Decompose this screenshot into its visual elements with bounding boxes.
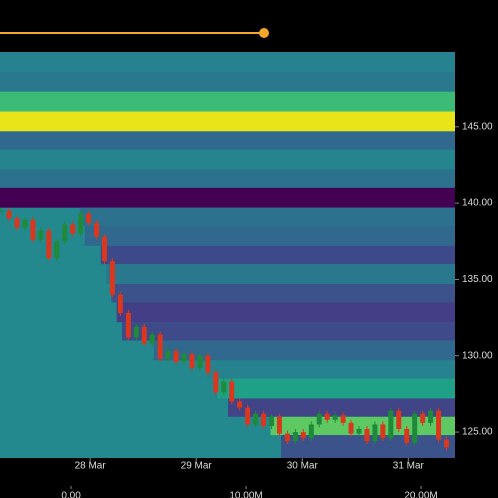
candle <box>380 424 386 439</box>
candle <box>372 424 378 442</box>
candle <box>213 372 219 393</box>
candle <box>412 413 418 443</box>
candle <box>292 432 298 442</box>
candle <box>189 354 195 368</box>
y-tick-label: 140.00 <box>462 198 493 209</box>
volume-band <box>100 245 456 265</box>
candle <box>404 429 410 443</box>
volume-band <box>0 149 455 170</box>
candle <box>221 381 227 393</box>
candle <box>133 326 139 338</box>
candle <box>388 410 394 439</box>
candle <box>86 213 92 223</box>
volume-band <box>217 378 455 399</box>
candle <box>428 410 434 423</box>
candle <box>237 401 243 408</box>
candle <box>332 415 338 420</box>
candle <box>46 230 52 259</box>
volume-band <box>84 226 456 246</box>
candle <box>276 416 282 434</box>
volume-band <box>0 71 455 92</box>
y-tick-label: 130.00 <box>462 350 493 361</box>
candle <box>38 230 44 240</box>
volume-band <box>0 111 455 132</box>
candle <box>396 410 402 429</box>
candle <box>62 224 68 242</box>
candle <box>181 354 187 362</box>
y-tick-label: 135.00 <box>462 274 493 285</box>
candle <box>22 219 28 228</box>
candle <box>300 432 306 439</box>
candle <box>141 326 147 344</box>
x-tick-label: 29 Mar <box>181 461 213 472</box>
x-tick-label: 28 Mar <box>75 461 107 472</box>
candle <box>94 222 100 237</box>
x-tick-label: 31 Mar <box>393 461 425 472</box>
candle <box>348 422 354 434</box>
candle <box>165 351 171 359</box>
candle <box>109 261 115 295</box>
candle <box>364 429 370 442</box>
volume-tick-label: 20.00M <box>404 491 437 498</box>
candle <box>149 334 155 344</box>
candle <box>0 210 4 212</box>
candle <box>70 224 76 234</box>
volume-band <box>206 360 455 379</box>
volume-band <box>270 416 455 436</box>
candle <box>316 413 322 425</box>
candle <box>253 413 259 425</box>
candle <box>6 210 12 219</box>
y-tick-label: 125.00 <box>462 427 493 438</box>
candle <box>340 415 346 423</box>
candle <box>420 413 426 423</box>
candle <box>436 410 442 440</box>
y-tick-label: 145.00 <box>462 121 493 132</box>
candle <box>125 313 131 338</box>
volume-band <box>111 284 455 303</box>
candle <box>78 213 84 234</box>
volume-band <box>121 322 455 341</box>
candle <box>261 413 267 426</box>
volume-band <box>79 207 455 226</box>
candle <box>269 416 275 426</box>
volume-band <box>153 340 455 361</box>
volume-band <box>0 52 455 72</box>
candle <box>356 429 362 434</box>
candle <box>308 424 314 439</box>
candle <box>197 355 203 368</box>
candle <box>444 439 450 448</box>
volume-band <box>281 435 455 458</box>
candle <box>54 241 60 259</box>
volume-band <box>0 91 455 112</box>
candle <box>30 219 36 240</box>
candle <box>229 381 235 402</box>
candle <box>245 407 251 425</box>
candle <box>284 433 290 442</box>
candle <box>14 218 20 228</box>
slider-handle[interactable] <box>259 28 269 38</box>
candle <box>157 334 163 359</box>
volume-band <box>0 187 455 208</box>
volume-band <box>116 302 456 323</box>
x-tick-label: 30 Mar <box>287 461 319 472</box>
volume-tick-label: 0.00 <box>61 491 81 498</box>
candle <box>101 236 107 262</box>
candle <box>117 294 123 313</box>
volume-tick-label: 10.00M <box>229 491 262 498</box>
volume-band <box>106 264 455 284</box>
volume-band <box>0 131 455 150</box>
candle <box>324 413 330 420</box>
volume-band <box>0 169 455 188</box>
candle <box>173 351 179 362</box>
candle <box>205 355 211 373</box>
